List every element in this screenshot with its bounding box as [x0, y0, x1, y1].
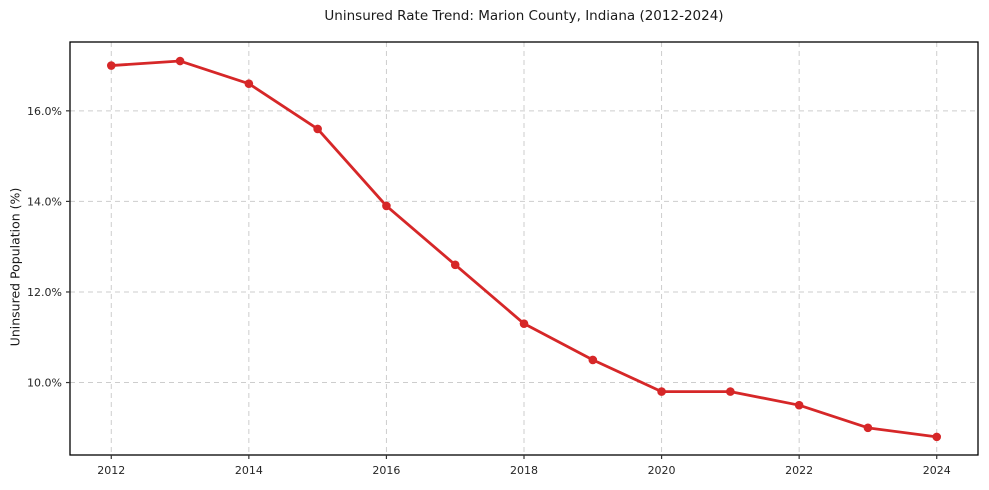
- y-tick-label: 10.0%: [27, 377, 62, 390]
- x-tick-label: 2018: [510, 464, 538, 477]
- data-point-2017: [450, 260, 460, 270]
- y-tick-label: 16.0%: [27, 105, 62, 118]
- data-point-2023: [863, 423, 873, 433]
- data-point-2015: [313, 124, 322, 134]
- x-tick-label: 2022: [785, 464, 813, 477]
- data-point-2021: [726, 387, 735, 396]
- data-point-2020: [657, 387, 666, 396]
- data-point-2012: [106, 61, 116, 70]
- x-tick-label: 2012: [97, 464, 125, 477]
- data-point-2013: [175, 56, 185, 66]
- data-point-2019: [588, 355, 598, 365]
- data-point-2016: [382, 201, 391, 211]
- x-tick-label: 2014: [235, 464, 263, 477]
- x-tick-label: 2024: [923, 464, 951, 477]
- data-point-2014: [244, 79, 254, 88]
- data-point-2022: [794, 400, 804, 410]
- data-point-2018: [519, 319, 529, 328]
- x-tick-label: 2016: [372, 464, 400, 477]
- y-tick-label: 12.0%: [27, 286, 62, 299]
- chart-title: Uninsured Rate Trend: Marion County, Ind…: [324, 8, 724, 24]
- x-tick-label: 2020: [648, 464, 676, 477]
- data-point-2024: [932, 432, 942, 442]
- y-tick-label: 14.0%: [27, 195, 62, 208]
